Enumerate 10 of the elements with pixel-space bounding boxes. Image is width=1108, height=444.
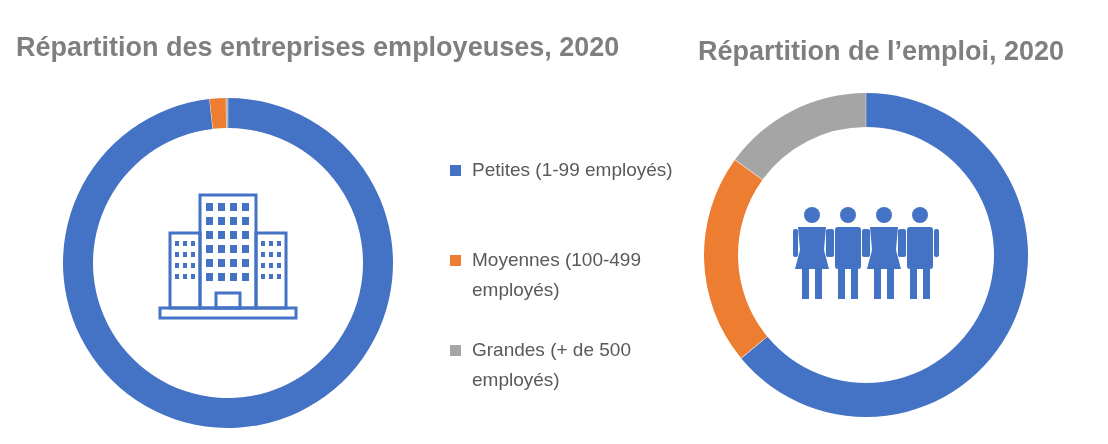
- donut-slice: [735, 93, 866, 180]
- donut-slice: [63, 98, 393, 428]
- donut-slice: [704, 159, 768, 359]
- legend-label: Petites (1-99 employés): [472, 159, 673, 180]
- chart-title: Répartition des entreprises employeuses, 2020: [16, 32, 620, 62]
- legend-label: Grandes (+ de 500 employés): [472, 339, 631, 390]
- donut-slice: [741, 93, 1028, 417]
- legend-label: Moyennes (100-499 employés): [472, 249, 641, 300]
- donut-slice: [209, 98, 227, 129]
- chart-title: Répartition de l’emploi, 2020: [698, 36, 1065, 66]
